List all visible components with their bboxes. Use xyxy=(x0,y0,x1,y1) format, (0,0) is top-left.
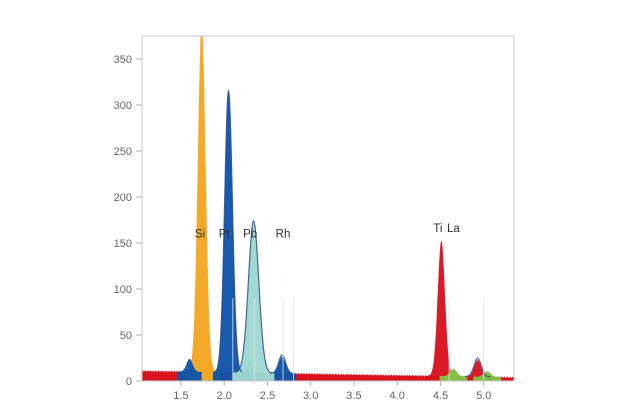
overlay-outline-1 xyxy=(235,220,272,374)
element-label-pb: Pb xyxy=(243,228,257,240)
peak-pt-5 xyxy=(268,356,296,381)
y-tick-label: 200 xyxy=(114,192,132,204)
peak-si-0 xyxy=(186,36,218,381)
peak-pt-2 xyxy=(212,91,245,381)
peak-pt-3 xyxy=(177,358,202,381)
y-tick-label: 50 xyxy=(120,330,132,342)
plot-area xyxy=(142,36,514,381)
x-tick-label: 1.5 xyxy=(173,390,188,402)
y-tick-label: 0 xyxy=(126,376,132,388)
x-tick-label: 2.5 xyxy=(260,390,275,402)
y-tick-label: 350 xyxy=(114,54,132,66)
x-tick-label: 2.0 xyxy=(217,390,232,402)
plot-clipped xyxy=(142,36,514,381)
overlay-outline-2 xyxy=(270,354,295,375)
y-tick-label: 250 xyxy=(114,146,132,158)
x-tick-label: 4.5 xyxy=(433,390,448,402)
x-tick-label: 3.0 xyxy=(303,390,318,402)
element-label-ti: Ti xyxy=(433,223,442,235)
y-tick-label: 300 xyxy=(114,100,132,112)
y-tick-label: 100 xyxy=(114,284,132,296)
x-tick-label: 3.5 xyxy=(346,390,361,402)
overlay-outline-3 xyxy=(464,357,491,378)
peak-la-9 xyxy=(439,368,468,381)
peak-ti-7 xyxy=(426,240,456,381)
element-label-la: La xyxy=(447,223,460,235)
element-label-rh: Rh xyxy=(276,228,291,240)
axes: 0 50 100 150 200 250 300 350 1.5 2.0 2.5 3.0 3.5 4.0 4… xyxy=(114,35,515,402)
overlay-outline-0 xyxy=(214,88,243,373)
peak-pb-6 xyxy=(232,223,275,381)
x-tick-label: 5.0 xyxy=(476,390,491,402)
x-tick-label: 4.0 xyxy=(390,390,405,402)
element-labels: Si Pt Pb Rh Ti La xyxy=(195,223,461,241)
element-label-si: Si xyxy=(195,228,205,240)
y-tick-label: 150 xyxy=(114,238,132,250)
element-label-pt: Pt xyxy=(219,228,231,240)
